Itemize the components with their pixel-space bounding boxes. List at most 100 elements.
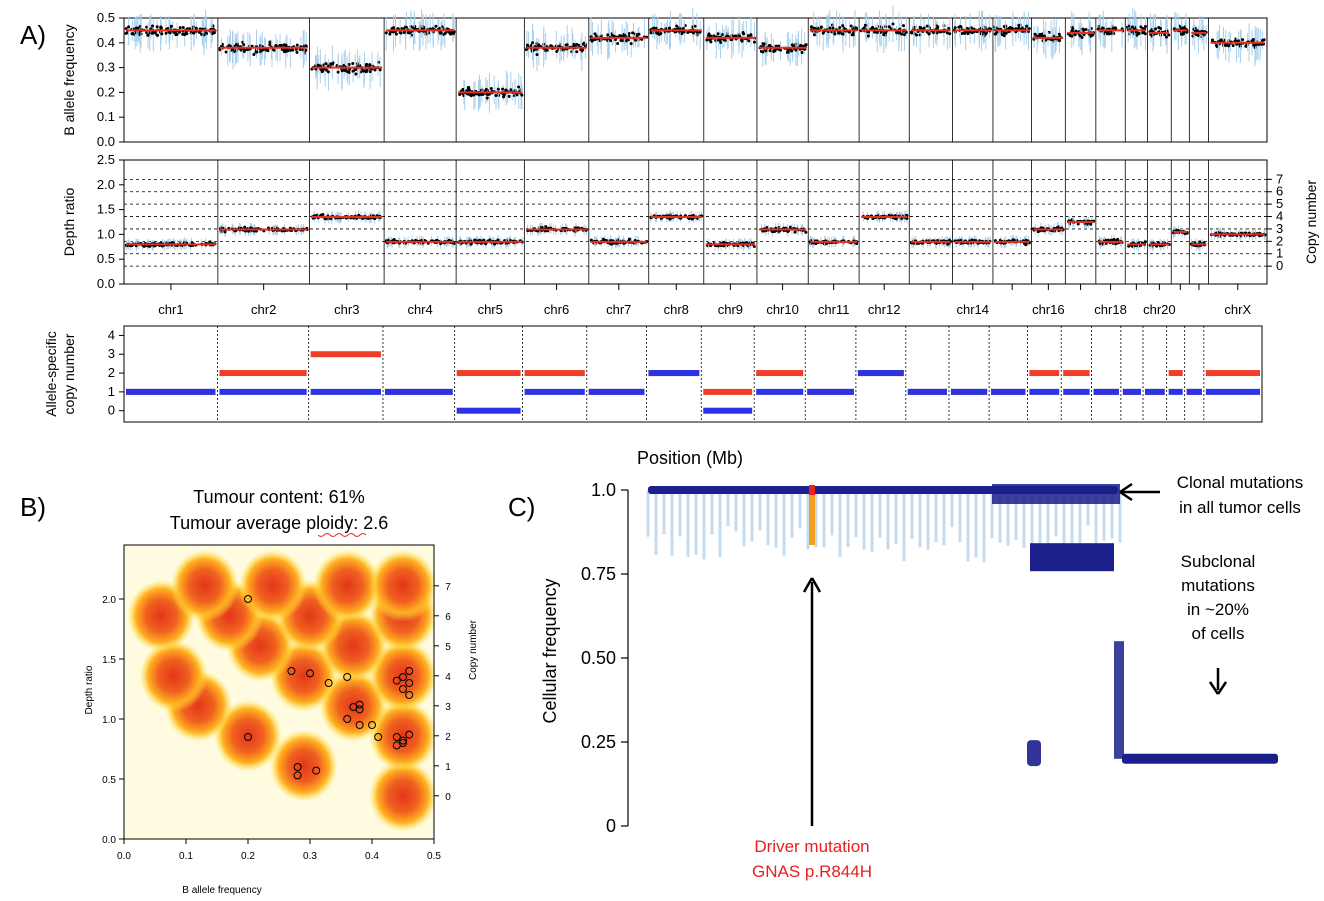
baf-point	[809, 25, 813, 29]
baf-point	[709, 40, 713, 44]
baf-point	[1057, 39, 1061, 43]
baf-point	[655, 31, 659, 35]
baf-point	[326, 70, 330, 74]
baf-point	[351, 69, 355, 73]
depth-point	[1012, 238, 1016, 242]
baf-point	[1219, 38, 1223, 42]
b-xtick-label: 0.3	[303, 851, 317, 862]
b-y2tick-label: 5	[445, 642, 451, 653]
subclonal-text-1: Subclonal	[1181, 552, 1256, 571]
baf-point	[619, 34, 623, 38]
b-y2tick-label: 0	[445, 792, 451, 803]
baf-point	[155, 25, 159, 29]
baf-point	[681, 26, 685, 30]
depth-point	[793, 230, 797, 234]
subclonal-blob	[1027, 740, 1041, 767]
baf-point	[915, 33, 919, 37]
c-ytick-label: 0	[606, 816, 616, 836]
baf-point	[841, 24, 845, 28]
baf-ytick-label: 0.4	[97, 35, 115, 50]
baf-point	[849, 24, 853, 28]
panel-c-letter: C)	[508, 492, 535, 522]
segment-circle	[355, 700, 364, 709]
baf-point	[1244, 44, 1248, 48]
clonal-annotation: Clonal mutations in all tumor cells	[1119, 473, 1303, 517]
baf-ytick-label: 0.0	[97, 134, 115, 149]
as-minor-segment	[907, 388, 947, 395]
depth-point	[1115, 237, 1119, 241]
baf-point	[347, 63, 351, 67]
chrom-label: chr10	[766, 302, 799, 317]
clonal-band-080	[1030, 543, 1114, 572]
baf-point	[900, 32, 904, 36]
baf-point	[501, 87, 505, 91]
baf-point	[637, 32, 641, 36]
baf-point	[668, 26, 672, 30]
depth-y2tick-label: 2	[1276, 233, 1283, 248]
baf-point	[606, 33, 610, 37]
baf-point	[575, 50, 579, 54]
baf-point	[502, 95, 506, 99]
baf-point	[764, 49, 768, 53]
baf-point	[555, 50, 559, 54]
baf-point	[768, 49, 772, 53]
subclonal-annotation: Subclonal mutations in ~20% of cells	[1181, 552, 1256, 695]
baf-point	[902, 33, 906, 37]
depth-y2tick-label: 3	[1276, 221, 1283, 236]
baf-point	[354, 72, 358, 76]
baf-point	[151, 24, 155, 28]
baf-point	[439, 31, 443, 35]
baf-point	[740, 39, 744, 43]
baf-point	[866, 34, 870, 38]
depth-point	[469, 242, 473, 246]
baf-point	[160, 32, 164, 36]
baf-point	[1214, 43, 1218, 47]
baf-point	[167, 30, 171, 34]
depth-frame	[123, 159, 1268, 285]
baf-point	[840, 32, 844, 36]
depth-point	[1106, 238, 1110, 242]
panel-b-y2label: Copy number	[468, 619, 479, 680]
baf-point	[730, 38, 734, 42]
baf-point	[378, 68, 382, 72]
baf-point	[134, 26, 138, 30]
chrom-label: chr1	[158, 302, 183, 317]
baf-point	[477, 93, 481, 97]
driver-mark-top	[809, 485, 815, 495]
likelihood-blob	[170, 549, 239, 622]
depth-point	[321, 213, 325, 217]
subclonal-arrow-head	[1208, 681, 1228, 695]
baf-point	[486, 93, 490, 97]
baf-point	[627, 32, 631, 36]
baf-point	[675, 24, 679, 28]
chrom-label: chr6	[544, 302, 569, 317]
baf-point	[995, 30, 999, 34]
baf-point	[686, 31, 690, 35]
as-minor-segment	[1063, 388, 1090, 395]
baf-point	[953, 26, 957, 30]
as-minor-segment	[756, 388, 804, 395]
segment-circle	[324, 679, 333, 687]
baf-point	[659, 32, 663, 36]
baf-point	[130, 32, 134, 36]
as-ylabel-line2: copy number	[61, 333, 77, 414]
baf-point	[737, 34, 741, 38]
baf-point	[200, 32, 204, 36]
baf-point	[1082, 33, 1086, 37]
depth-y2tick-label: 6	[1276, 184, 1283, 199]
as-minor-segment	[1168, 388, 1183, 395]
baf-point	[1073, 33, 1077, 37]
baf-point	[1078, 34, 1082, 38]
baf-point	[1025, 24, 1029, 28]
as-minor-segment	[950, 388, 988, 395]
baf-point	[394, 32, 398, 36]
baf-point	[274, 43, 278, 47]
baf-point	[282, 50, 286, 54]
baf-point	[537, 43, 541, 47]
as-major-segment	[219, 370, 307, 377]
baf-point	[948, 32, 952, 36]
as-minor-segment	[991, 388, 1026, 395]
c-ytick-label: 0.25	[581, 732, 616, 752]
depth-y2tick-label: 4	[1276, 209, 1283, 224]
